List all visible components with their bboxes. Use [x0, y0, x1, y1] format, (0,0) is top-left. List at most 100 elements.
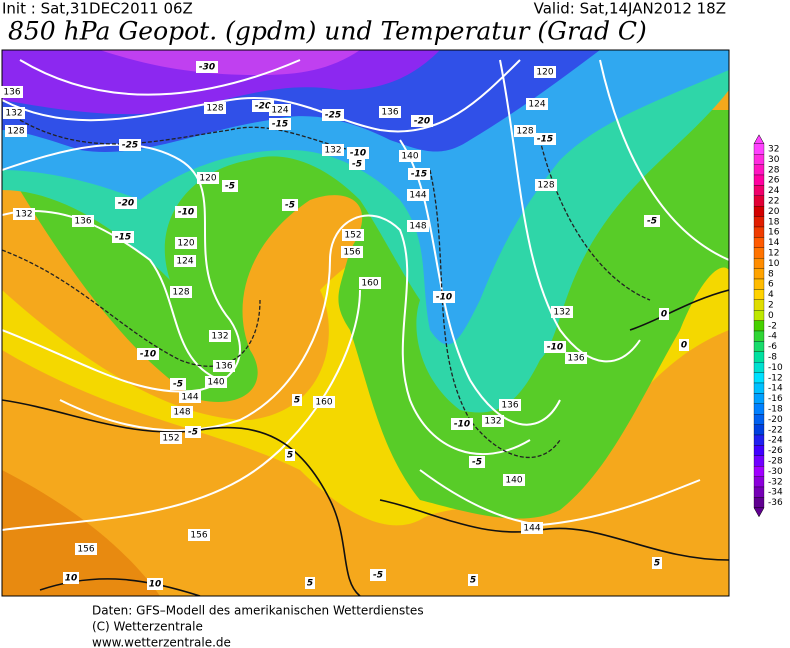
footer-line: Daten: GFS–Modell des amerikanischen Wet…: [92, 604, 424, 618]
contour-label-box: [205, 376, 227, 388]
contour-label-box: [179, 391, 201, 403]
contour-label-box: [407, 220, 429, 232]
contour-label: 120: [536, 68, 553, 78]
contour-label-box: [13, 208, 35, 220]
contour-label: 152: [162, 434, 179, 444]
contour-label: 128: [206, 104, 223, 114]
colorbar-cell: [753, 320, 765, 332]
colorbar-label: -4: [768, 332, 777, 342]
colorbar-label: -10: [768, 363, 783, 373]
colorbar-label: 16: [768, 228, 780, 238]
contour-label-box: [63, 572, 79, 584]
colorbar-label: 26: [768, 176, 780, 186]
contour-label: 128: [537, 181, 554, 191]
colorbar-cell: [753, 466, 765, 477]
colorbar-cell: [753, 330, 765, 342]
colorbar-cell: [753, 486, 765, 498]
map-title: 850 hPa Geopot. (gpdm) und Temperatur (G…: [8, 17, 647, 46]
contour-label-box: [468, 574, 478, 586]
contour-label-box: [185, 426, 201, 438]
valid-time: Valid: Sat,14JAN2012 18Z: [534, 0, 726, 18]
contour-label: 140: [207, 378, 224, 388]
contour-label: 148: [409, 222, 426, 232]
colorbar-cell: [753, 445, 765, 456]
colorbar-label: -22: [768, 425, 783, 435]
contour-label-box: [451, 418, 473, 430]
colorbar-label: -20: [768, 415, 783, 425]
colorbar-cell: [753, 206, 765, 217]
contour-label-box: [3, 107, 25, 119]
contour-label: -20: [255, 102, 271, 112]
contour-label: 136: [381, 108, 398, 118]
contour-label: -5: [373, 571, 383, 581]
contour-label-box: [359, 277, 381, 289]
colorbar-label: -32: [768, 477, 783, 487]
contour-label-box: [469, 456, 485, 468]
colorbar-label: 2: [768, 301, 774, 311]
colorbar-cell: [753, 382, 765, 394]
contour-label: 160: [361, 279, 378, 289]
contour-label-box: [565, 352, 587, 364]
colorbar-label: 8: [768, 269, 774, 279]
colorbar-cell: [753, 434, 765, 446]
contour-label-box: [659, 308, 669, 320]
contour-label-box: [171, 406, 193, 418]
colorbar-label: -8: [768, 353, 777, 363]
map-area: [2, 50, 729, 596]
contour-label: 148: [173, 408, 190, 418]
colorbar-cell: [753, 216, 765, 228]
contour-label: 0: [661, 310, 667, 320]
colorbar-label: -2: [768, 321, 777, 331]
contour-label: 132: [484, 417, 501, 427]
contour-label: 136: [74, 217, 91, 227]
colorbar-label: -36: [768, 498, 783, 508]
contour-label: 5: [470, 576, 476, 586]
colorbar-label: -30: [768, 467, 783, 477]
colorbar-cell: [753, 247, 765, 259]
contour-label: 120: [177, 239, 194, 249]
contour-label-box: [433, 291, 455, 303]
contour-label-box: [407, 189, 429, 201]
contour-label-box: [534, 66, 556, 78]
contour-label-box: [652, 557, 662, 569]
colorbar-cell: [753, 258, 765, 269]
colorbar-cell: [753, 289, 765, 300]
colorbar-cell: [753, 455, 765, 467]
colorbar-label: -34: [768, 488, 783, 498]
colorbar-cell: [753, 268, 765, 280]
contour-label-box: [399, 150, 421, 162]
contour-label: 132: [324, 146, 341, 156]
contour-label-box: [534, 133, 556, 145]
colorbar-cell: [753, 393, 765, 404]
contour-label: -15: [537, 135, 553, 145]
contour-label: 10: [65, 574, 78, 584]
contour-label: -10: [140, 350, 156, 360]
contour-label: -25: [122, 141, 138, 151]
contour-label: 156: [343, 248, 360, 258]
colorbar-label: 10: [768, 259, 780, 269]
contour-label: -30: [199, 63, 215, 73]
colorbar-cell: [753, 299, 765, 311]
colorbar-cell: [753, 174, 765, 186]
contour-label: -10: [436, 293, 452, 303]
contour-label: 0: [681, 341, 687, 351]
contour-label: 156: [77, 545, 94, 555]
contour-label: 136: [3, 88, 20, 98]
contour-label-box: [305, 577, 315, 589]
contour-label-box: [119, 139, 141, 151]
contour-label-box: [252, 100, 274, 112]
contour-label-box: [379, 106, 401, 118]
contour-label-box: [115, 197, 137, 209]
colorbar-arrow: [753, 134, 765, 145]
contour-label: 152: [344, 231, 361, 241]
contour-label-box: [160, 432, 182, 444]
contour-label-box: [188, 529, 210, 541]
contour-label: -15: [272, 120, 288, 130]
contour-label-box: [521, 522, 543, 534]
footer-line: (C) Wetterzentrale: [92, 620, 203, 634]
contour-label-box: [322, 109, 344, 121]
contour-label-box: [213, 360, 235, 372]
colorbar-label: 20: [768, 207, 780, 217]
